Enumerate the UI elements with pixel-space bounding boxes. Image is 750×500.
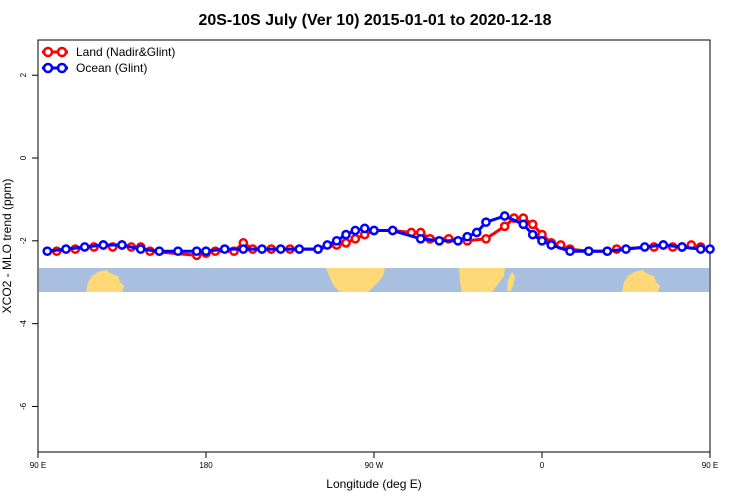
- data-point: [191, 246, 202, 257]
- data-point: [275, 244, 286, 254]
- legend-land-marker: [42, 46, 54, 58]
- series-line-1: [47, 214, 710, 253]
- y-tick-label: 2: [19, 72, 28, 77]
- data-point: [415, 233, 426, 244]
- data-point: [341, 229, 351, 240]
- data-point: [499, 221, 510, 232]
- data-point: [341, 238, 351, 248]
- data-point: [350, 233, 361, 244]
- data-point: [61, 244, 71, 254]
- data-point: [527, 229, 538, 240]
- legend-ocean-label: Ocean (Glint): [76, 61, 147, 75]
- legend-land-label: Land (Nadir&Glint): [76, 45, 175, 59]
- y-tick-label: -4: [19, 320, 28, 328]
- x-tick-label: 90 E: [702, 461, 718, 470]
- x-tick-label: 0: [540, 461, 545, 470]
- data-point: [79, 242, 90, 252]
- data-point: [154, 246, 165, 257]
- chart-title: 20S-10S July (Ver 10) 2015-01-01 to 2020…: [198, 12, 551, 29]
- data-point: [499, 211, 510, 221]
- land-madagascar: [507, 272, 515, 292]
- data-point: [481, 217, 491, 228]
- data-point: [238, 244, 249, 254]
- legend-ocean-marker: [56, 62, 68, 74]
- x-axis-label: Longitude (deg E): [326, 477, 421, 491]
- data-point: [359, 223, 370, 234]
- data-point: [658, 240, 669, 250]
- x-tick-label: 90 W: [365, 461, 384, 470]
- data-point: [677, 242, 687, 252]
- data-point: [42, 246, 53, 257]
- y-tick-label: -2: [19, 237, 28, 245]
- data-point: [331, 235, 342, 246]
- x-tick-label: 90 E: [30, 461, 46, 470]
- data-point: [471, 227, 482, 238]
- data-point: [537, 235, 547, 246]
- data-point: [462, 231, 473, 242]
- data-point: [117, 240, 127, 250]
- land-ocean-strip: [39, 268, 709, 292]
- data-point: [313, 244, 323, 254]
- y-axis-label: XCO2 - MLO trend (ppm): [0, 179, 14, 314]
- data-point: [518, 219, 529, 230]
- data-point: [602, 246, 613, 257]
- x-axis-ticks: 90 E 180 90 W 0 90 E: [30, 452, 718, 470]
- y-tick-label: -6: [19, 402, 28, 410]
- data-point: [173, 246, 183, 257]
- land-australia-1: [86, 270, 124, 292]
- data-point: [695, 244, 706, 254]
- data-point: [350, 225, 361, 236]
- data-point: [135, 244, 146, 254]
- y-axis-ticks: 2 0 -2 -4 -6: [19, 72, 38, 410]
- data-point: [527, 219, 538, 230]
- data-point: [481, 233, 491, 244]
- data-point: [583, 246, 594, 257]
- data-point: [639, 242, 650, 252]
- data-point: [219, 244, 230, 254]
- data-point: [434, 235, 445, 246]
- y-tick-label: 0: [19, 155, 28, 160]
- data-point: [369, 225, 379, 236]
- data-point: [98, 240, 109, 250]
- land-australia-2: [622, 270, 660, 292]
- data-point: [257, 244, 267, 254]
- land-south-america: [326, 268, 385, 292]
- data-point: [546, 240, 557, 250]
- data-point: [565, 246, 575, 257]
- legend-land-marker: [56, 46, 68, 58]
- land-africa: [459, 268, 505, 292]
- series-layer: [42, 211, 715, 261]
- data-point: [705, 244, 715, 254]
- legend: Land (Nadir&Glint) Ocean (Glint): [42, 45, 175, 75]
- legend-ocean-marker: [42, 62, 54, 74]
- data-point: [621, 244, 631, 254]
- data-point: [453, 235, 463, 246]
- data-point: [387, 225, 398, 236]
- data-point: [294, 244, 305, 254]
- data-point: [201, 246, 211, 257]
- data-point: [322, 240, 333, 250]
- x-tick-label: 180: [199, 461, 213, 470]
